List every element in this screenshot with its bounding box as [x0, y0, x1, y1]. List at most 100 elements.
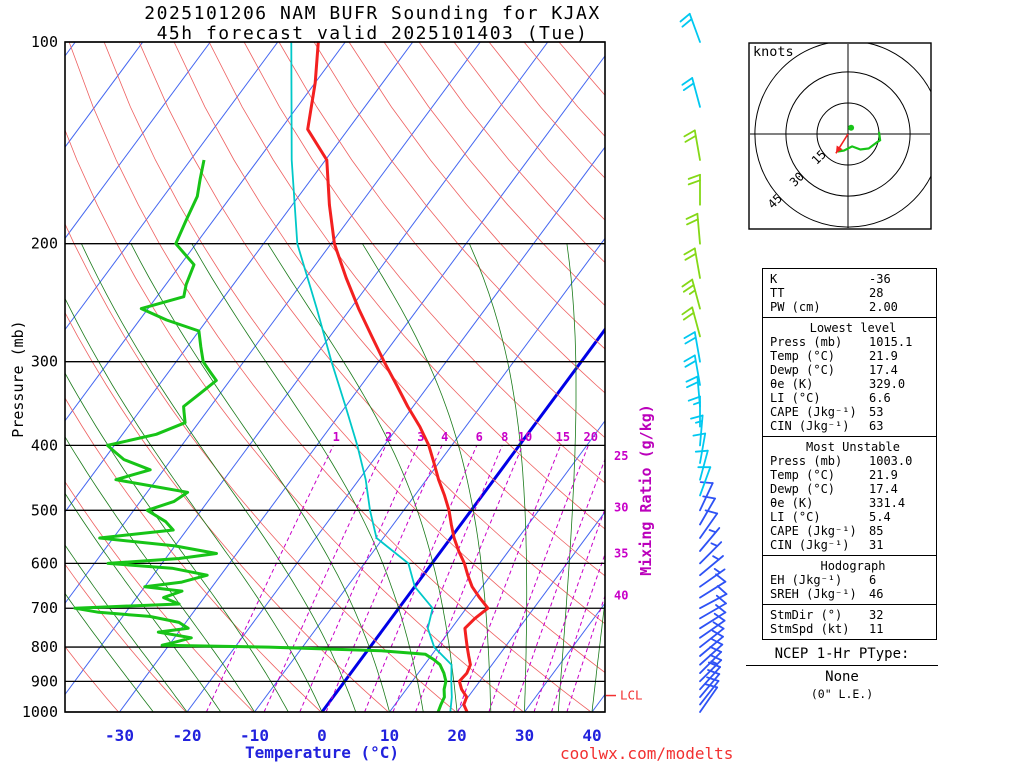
hodograph-trace: [837, 131, 882, 153]
temp-tick-labels: -30 -20 -10 0 10 20 30 40: [105, 726, 602, 745]
table-row: θe (K) 331.4: [763, 496, 936, 510]
svg-text:800: 800: [31, 638, 58, 656]
table-row: CAPE (Jkg⁻¹) 53: [763, 405, 936, 419]
stat-label: SREH (Jkg⁻¹): [770, 587, 857, 601]
svg-text:10: 10: [518, 430, 532, 444]
svg-text:600: 600: [31, 554, 58, 572]
storm-motion-arrow: [835, 133, 849, 154]
stat-value: 32: [869, 608, 884, 622]
svg-text:30: 30: [515, 726, 534, 745]
chart-title-line2: 45h forecast valid 2025101403 (Tue): [156, 23, 589, 44]
stat-label: CIN (Jkg⁻¹): [770, 538, 850, 552]
table-row: Temp (°C) 21.9: [763, 468, 936, 482]
section-title: Lowest level: [809, 321, 897, 335]
table-row: LI (°C) 6.6: [763, 391, 936, 405]
stat-value: 63: [869, 419, 884, 433]
table-row: SREH (Jkg⁻¹) 46: [763, 587, 936, 601]
stat-label: LI (°C): [770, 510, 821, 524]
svg-text:15: 15: [809, 147, 829, 167]
stat-value: 17.4: [869, 482, 898, 496]
mixing-ratio-axis-label: Mixing Ratio (g/kg): [637, 404, 655, 576]
svg-text:25: 25: [614, 449, 628, 463]
stat-label: CAPE (Jkg⁻¹): [770, 405, 857, 419]
stat-value: 331.4: [869, 496, 906, 510]
svg-text:-20: -20: [173, 726, 202, 745]
table-row: PW (cm) 2.00: [763, 300, 936, 314]
stat-label: θe (K): [770, 377, 814, 391]
stat-value: 85: [869, 524, 884, 538]
svg-text:300: 300: [31, 353, 58, 371]
stat-value: 21.9: [869, 349, 898, 363]
table-row: StmDir (°) 32: [763, 608, 936, 622]
table-row: LI (°C) 5.4: [763, 510, 936, 524]
table-row: TT 28: [763, 286, 936, 300]
pressure-axis-label: Pressure (mb): [9, 320, 27, 438]
stats-table: K -36 TT 28 PW (cm) 2.00 Lowest level Press…: [762, 268, 937, 640]
table-row: CAPE (Jkg⁻¹) 85: [763, 524, 936, 538]
svg-text:20: 20: [583, 430, 597, 444]
svg-text:-30: -30: [105, 726, 134, 745]
stat-value: 6: [869, 573, 877, 587]
stat-value: 31: [869, 538, 884, 552]
watermark-link[interactable]: coolwx.com/modelts: [560, 744, 734, 763]
svg-text:8: 8: [501, 430, 508, 444]
stat-value: 17.4: [869, 363, 898, 377]
stat-value: 53: [869, 405, 884, 419]
svg-text:100: 100: [31, 33, 58, 51]
stat-label: Temp (°C): [770, 349, 836, 363]
svg-text:40: 40: [614, 589, 628, 603]
svg-text:35: 35: [614, 547, 628, 561]
stat-label: StmDir (°): [770, 608, 843, 622]
stat-value: 28: [869, 286, 884, 300]
temperature-curve: [306, 42, 490, 712]
stat-label: Dewp (°C): [770, 363, 836, 377]
section-title: Most Unstable: [806, 440, 900, 454]
svg-text:15: 15: [556, 430, 570, 444]
ptype-heading: NCEP 1-Hr PType:: [746, 646, 938, 666]
ptype-value: None: [825, 669, 859, 685]
stat-value: 11: [869, 622, 884, 636]
ptype-panel: NCEP 1-Hr PType: None (0" L.E.): [746, 646, 938, 701]
most-unstable-section: Most Unstable Press (mb) 1003.0 Temp (°C)…: [763, 436, 936, 555]
hodograph-units-label: knots: [753, 44, 794, 60]
svg-text:500: 500: [31, 501, 58, 519]
svg-text:LCL: LCL: [620, 688, 643, 703]
svg-text:0: 0: [317, 726, 327, 745]
table-row: Press (mb) 1003.0: [763, 454, 936, 468]
stat-value: 5.4: [869, 510, 891, 524]
stat-label: PW (cm): [770, 300, 821, 314]
stat-label: Dewp (°C): [770, 482, 836, 496]
stat-label: LI (°C): [770, 391, 821, 405]
stat-label: CAPE (Jkg⁻¹): [770, 524, 857, 538]
wetbulb-curve: [290, 42, 453, 712]
ptype-note: (0" L.E.): [810, 687, 874, 701]
stat-value: 1003.0: [869, 454, 913, 468]
svg-text:2: 2: [385, 430, 392, 444]
stat-value: 2.00: [869, 300, 898, 314]
hodograph-border: [748, 42, 932, 230]
hodograph-stats-section: Hodograph EH (Jkg⁻¹) 6 SREH (Jkg⁻¹) 46: [763, 555, 936, 604]
svg-text:700: 700: [31, 599, 58, 617]
svg-text:-10: -10: [240, 726, 269, 745]
svg-text:900: 900: [31, 672, 58, 690]
storm-motion-section: StmDir (°) 32 StmSpd (kt) 11: [763, 604, 936, 639]
dewpoint-curve: [73, 159, 448, 712]
svg-text:1000: 1000: [22, 703, 58, 721]
stat-label: θe (K): [770, 496, 814, 510]
stat-label: CIN (Jkg⁻¹): [770, 419, 850, 433]
svg-text:3: 3: [417, 430, 424, 444]
svg-text:1: 1: [333, 430, 340, 444]
hodograph-origin-dot: [848, 124, 855, 131]
wind-barb-column: [679, 12, 728, 713]
svg-text:30: 30: [614, 500, 628, 514]
pressure-tick-labels: 100 200 300 400 500 600 700 800 900 1000: [22, 33, 58, 721]
lowest-level-section: Lowest level Press (mb) 1015.1 Temp (°C) 2…: [763, 317, 936, 436]
lcl-marker: LCL: [606, 688, 643, 703]
table-row: Temp (°C) 21.9: [763, 349, 936, 363]
table-row: θe (K) 329.0: [763, 377, 936, 391]
stat-label: Temp (°C): [770, 468, 836, 482]
stat-value: -36: [869, 272, 891, 286]
chart-title-line1: 2025101206 NAM BUFR Sounding for KJAX: [144, 3, 601, 24]
